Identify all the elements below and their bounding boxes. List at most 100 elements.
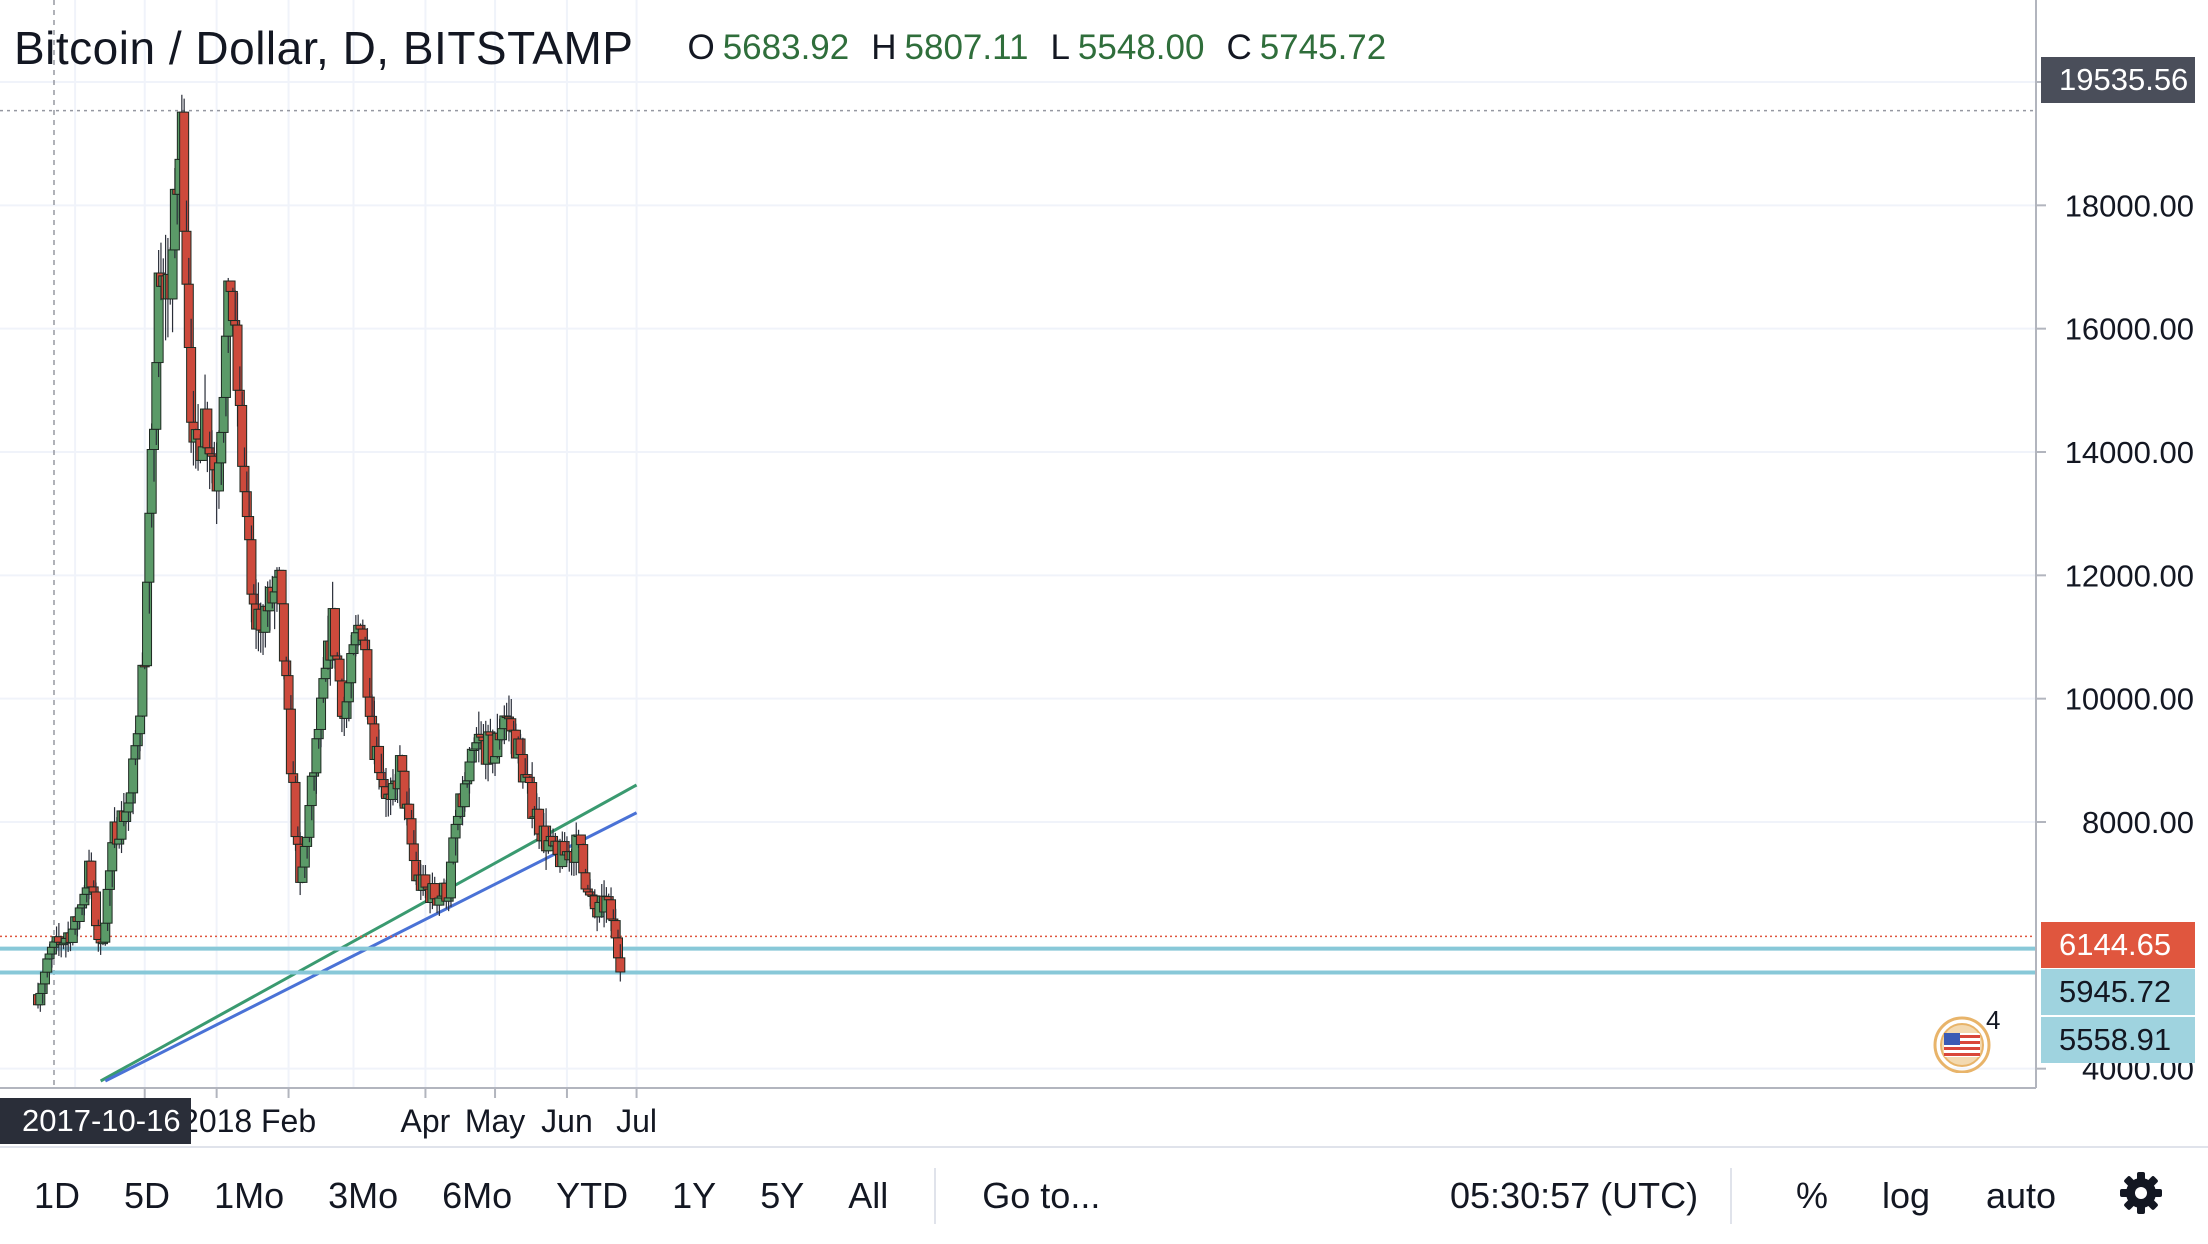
candle-down [239, 465, 250, 493]
log-scale-button[interactable]: log [1882, 1175, 1931, 1216]
candle-down [329, 608, 340, 657]
price-tick-label: 8000.00 [2082, 805, 2194, 840]
time-tick-label: Feb [261, 1103, 316, 1139]
current-price-tag: 6144.65 [2041, 922, 2195, 968]
candle-up [220, 335, 231, 398]
candle-up [464, 761, 475, 782]
candle-up [216, 431, 227, 464]
candle-down [515, 738, 526, 756]
percent-scale-button[interactable]: % [1796, 1175, 1829, 1216]
candle-up [125, 792, 136, 804]
price-tick-label: 14000.00 [2065, 435, 2194, 470]
candle-up [104, 870, 115, 890]
candle-down [524, 776, 535, 784]
candle-down [360, 639, 371, 651]
candle-down [357, 628, 368, 641]
bottom-toolbar: 1D 5D 1Mo 3Mo 6Mo YTD 1Y 5Y All Go to... 05:30:5… [0, 1146, 2208, 1244]
toolbar-divider-2 [1730, 1168, 1732, 1224]
candle-up [302, 836, 313, 847]
candle-up [316, 697, 327, 730]
candle-up [459, 783, 470, 808]
goto-button[interactable]: Go to... [982, 1175, 1101, 1216]
candle-up [128, 758, 139, 794]
timeframe-button-1y[interactable]: 1Y [672, 1175, 717, 1216]
timeframe-button-5y[interactable]: 5Y [760, 1175, 805, 1216]
candle-down [580, 872, 591, 890]
candle-up [44, 953, 55, 960]
candle-up [149, 428, 159, 450]
candle-down [230, 320, 241, 326]
candle-up [320, 667, 331, 680]
candle-up [218, 396, 229, 433]
high-value: 5807.11 [904, 28, 1029, 67]
utc-clock: 05:30:57 (UTC) [1450, 1175, 1699, 1216]
candle-up [142, 581, 153, 667]
price-tick-label: 10000.00 [2065, 682, 2194, 717]
candle-down [578, 844, 589, 874]
candle-up [123, 802, 134, 813]
candle-down [292, 836, 303, 845]
high-line-price-tag: 19535.56 [2041, 57, 2195, 103]
candle-up [304, 805, 315, 838]
open-value: 5683.92 [722, 28, 850, 67]
trend-lines [99, 783, 638, 1083]
price-tick-label: 12000.00 [2065, 558, 2194, 593]
candle-up [135, 715, 146, 735]
trend-line-green [99, 783, 638, 1083]
candle-up [466, 748, 477, 763]
candle-down [397, 755, 408, 772]
timeframe-button-all[interactable]: All [848, 1175, 889, 1216]
candle-down [285, 708, 296, 775]
candle-down [613, 937, 623, 959]
time-tick-label: May [465, 1103, 525, 1139]
timeframe-button-5d[interactable]: 5D [124, 1175, 171, 1216]
candle-down [88, 886, 99, 893]
candle-down [179, 111, 190, 232]
candle-up [37, 983, 48, 994]
timeframe-button-3mo[interactable]: 3Mo [328, 1175, 399, 1216]
candle-up [39, 971, 50, 985]
candle-down [202, 408, 213, 449]
candle-up [299, 845, 310, 868]
support-price-tag-2: 5558.91 [2041, 1017, 2195, 1063]
candle-down [186, 347, 197, 423]
time-tick-label: Apr [401, 1103, 451, 1139]
candle-down [288, 773, 299, 783]
gear-icon[interactable] [2118, 1170, 2164, 1216]
candle-up [318, 678, 329, 699]
candle-down [606, 899, 617, 920]
candle-up [297, 866, 308, 883]
candle-down [227, 290, 238, 322]
low-value: 5548.00 [1077, 28, 1205, 67]
candle-up [311, 738, 322, 774]
candle-up [114, 838, 125, 845]
candle-up [79, 893, 90, 906]
candle-down [86, 860, 97, 888]
time-tick-label: 2018 [181, 1103, 252, 1139]
candle-down [399, 770, 410, 809]
candle-down [610, 920, 621, 939]
candle-down [283, 675, 294, 710]
candle-up [74, 907, 85, 922]
timeframe-button-1d[interactable]: 1D [34, 1175, 81, 1216]
candle-down [91, 891, 101, 927]
candlestick-series [33, 94, 626, 1012]
chart-grid [0, 0, 2036, 1088]
support-price-tag-1: 5945.72 [2041, 969, 2195, 1015]
us-flag-notification-icon[interactable]: 4 [1922, 1005, 2018, 1073]
timeframe-button-ytd[interactable]: YTD [556, 1175, 629, 1216]
candle-down [408, 843, 419, 862]
symbol-title: Bitcoin / Dollar, D, BITSTAMP [14, 22, 634, 74]
candle-up [497, 728, 507, 741]
timeframe-button-1mo[interactable]: 1Mo [214, 1175, 285, 1216]
candle-up [452, 815, 463, 825]
price-chart[interactable]: 4000.008000.0010000.0012000.0014000.0016… [0, 0, 2208, 1146]
time-axis: Dec2018FebAprMayJunJul [116, 1088, 657, 1139]
auto-scale-button[interactable]: auto [1986, 1175, 2057, 1216]
candle-up [490, 756, 501, 764]
candle-down [241, 491, 252, 518]
candle-up [137, 664, 148, 717]
candle-down [278, 603, 289, 662]
timeframe-button-6mo[interactable]: 6Mo [442, 1175, 513, 1216]
time-tick-label: Jul [616, 1103, 657, 1139]
